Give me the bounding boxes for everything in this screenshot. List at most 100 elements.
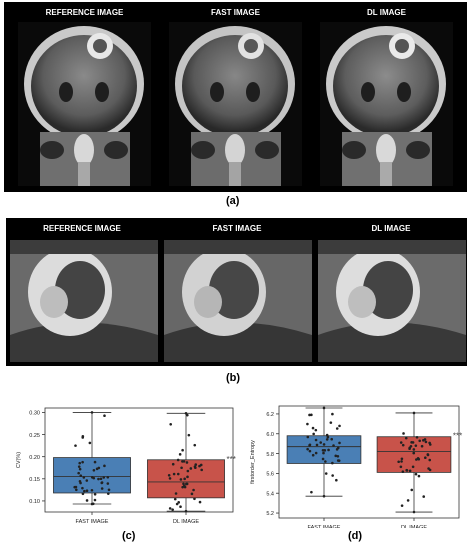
data-point (310, 413, 313, 417)
data-point (90, 488, 94, 492)
data-point (331, 412, 334, 416)
data-point (327, 448, 330, 452)
data-point (417, 474, 421, 478)
data-point (106, 492, 110, 495)
data-point (74, 444, 77, 447)
data-point (401, 470, 405, 473)
data-point (167, 474, 171, 477)
data-point (176, 458, 180, 462)
data-point (78, 467, 82, 471)
panel-b-label: (b) (226, 372, 241, 384)
data-point (92, 469, 96, 472)
data-point-max (322, 406, 326, 410)
data-point (422, 495, 426, 498)
data-point (79, 474, 83, 478)
data-point (428, 458, 432, 462)
data-point (314, 438, 318, 442)
x-tick-label: FAST IMAGE (76, 519, 109, 525)
y-tick-label: 5.2 (266, 511, 274, 517)
panel-a-label: (a) (226, 195, 240, 207)
data-point (169, 422, 172, 426)
data-point (193, 497, 196, 501)
data-point (329, 421, 333, 424)
y-axis-label: firstorder_Entropy (250, 440, 256, 484)
data-point (427, 467, 430, 470)
mri-coronal-dl (320, 22, 453, 186)
data-point (82, 476, 86, 479)
data-point (338, 424, 341, 428)
data-point (306, 422, 309, 426)
data-point (423, 438, 427, 441)
data-point (322, 443, 326, 446)
data-point (102, 476, 106, 479)
data-point (308, 443, 312, 447)
data-point (420, 444, 424, 448)
data-point (399, 441, 403, 444)
data-point (311, 453, 315, 457)
data-point (417, 457, 421, 461)
data-point (85, 489, 89, 493)
data-point (182, 460, 186, 463)
data-point (315, 443, 319, 447)
data-point (400, 504, 404, 507)
data-point (411, 465, 415, 469)
data-point (99, 477, 103, 481)
data-point (322, 451, 325, 455)
data-point (173, 497, 177, 501)
data-point (418, 439, 422, 443)
data-point (78, 479, 82, 483)
data-point (324, 472, 328, 475)
data-point (314, 428, 318, 432)
data-point (401, 443, 405, 447)
data-point (81, 492, 85, 496)
data-point (106, 475, 110, 479)
data-point (323, 449, 327, 452)
panel-d-label: (d) (348, 530, 363, 542)
data-point (308, 413, 311, 417)
data-point (186, 475, 189, 479)
y-tick-label: 0.25 (29, 433, 40, 439)
plot-area-frame (278, 405, 460, 519)
data-point (81, 460, 84, 464)
data-point (410, 441, 413, 444)
data-point (314, 451, 318, 455)
data-point (176, 472, 180, 476)
x-tick-label: DL IMAGE (401, 525, 427, 528)
data-point (325, 433, 329, 437)
data-point (399, 465, 403, 469)
data-point (200, 468, 203, 472)
data-point (81, 435, 85, 438)
data-point (412, 451, 416, 455)
data-point (97, 477, 100, 481)
data-point (400, 460, 403, 463)
y-axis-label: CV(%) (16, 452, 22, 468)
data-point (100, 481, 104, 484)
data-point (81, 486, 84, 490)
data-point (103, 464, 106, 468)
y-tick-label: 5.6 (266, 472, 274, 478)
data-point (181, 448, 184, 452)
data-point (415, 435, 419, 439)
data-point (337, 459, 341, 462)
x-tick-label: DL IMAGE (173, 519, 199, 525)
data-point (310, 490, 313, 494)
data-point (189, 467, 193, 470)
data-point (335, 427, 339, 430)
data-point (424, 440, 428, 444)
data-point (175, 502, 179, 506)
data-point (179, 505, 182, 508)
y-tick-label: 5.8 (266, 452, 274, 458)
data-point (414, 444, 418, 447)
data-point (404, 436, 408, 440)
data-point (324, 460, 327, 463)
data-point (311, 426, 315, 430)
data-point (400, 457, 404, 461)
data-point (187, 433, 191, 437)
data-point (182, 482, 185, 486)
data-point-min (412, 510, 416, 514)
data-point (331, 474, 334, 477)
data-point (106, 482, 110, 485)
y-tick-label: 0.15 (29, 477, 40, 483)
panel-a-title-dl: DL IMAGE (367, 8, 406, 17)
data-point (409, 444, 413, 448)
